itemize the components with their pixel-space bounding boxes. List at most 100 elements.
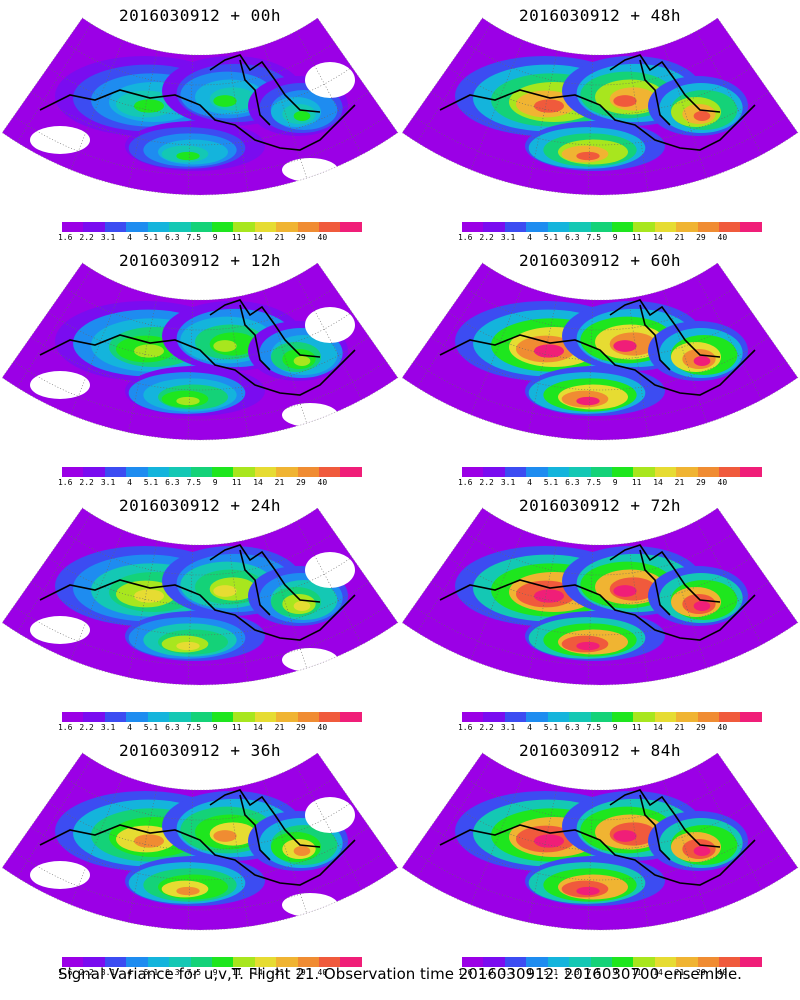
colorbar-tick-label: 14 — [253, 968, 263, 977]
variance-contour — [534, 589, 564, 603]
colorbar-tick-label: 2.2 — [479, 233, 494, 242]
colorbar-tick-label: 9 — [212, 723, 218, 732]
variance-map — [401, 507, 799, 686]
colorbar-swatch — [740, 712, 762, 722]
parallel-line — [13, 605, 387, 666]
colorbar-swatch — [104, 467, 127, 477]
colorbar-swatch — [104, 957, 127, 967]
panel-title: 2016030912 + 24h — [118, 496, 282, 515]
colorbar-tick-label: 40 — [317, 478, 328, 487]
parallel-line — [430, 826, 770, 881]
colorbar-swatch — [483, 222, 505, 232]
missing-data-area — [282, 158, 338, 182]
variance-contour — [576, 886, 600, 896]
colorbar-swatch — [254, 712, 277, 722]
parallel-line — [465, 287, 735, 331]
colorbar-swatch — [569, 222, 591, 232]
colorbar-swatch — [83, 712, 105, 722]
panel-title: 2016030912 + 84h — [518, 741, 682, 760]
colorbar-tick-label: 1.6 — [57, 478, 73, 487]
colorbar-swatch — [504, 957, 527, 967]
meridian-line — [263, 44, 307, 179]
variance-contour — [613, 585, 637, 597]
meridian-line — [416, 23, 492, 143]
map-boundary — [401, 17, 799, 196]
parallel-line — [413, 115, 787, 176]
parallel-line — [413, 850, 787, 911]
panel-title: 2016030912 + 60h — [518, 251, 682, 270]
colorbar-swatch — [297, 467, 320, 477]
variance-contour — [134, 344, 164, 358]
colorbar-swatch — [654, 467, 677, 477]
map-panel: 2016030912 + 84h 1.6 2.2 3.1 4 5.1 6.3 7.5 9 11 14… — [400, 735, 800, 980]
colorbar-tick-label: 5.1 — [543, 478, 559, 487]
variance-contour — [213, 585, 237, 597]
colorbar-tick-label: 3.1 — [100, 478, 116, 487]
colorbar-tick-label: 40 — [717, 233, 728, 242]
colorbar-swatch — [147, 712, 170, 722]
map-boundary — [401, 262, 799, 441]
colorbar-tick-label: 21 — [274, 233, 285, 242]
colorbar-swatch — [104, 712, 127, 722]
variance-contour — [613, 340, 637, 352]
variance-contour — [534, 99, 564, 113]
colorbar-swatch — [147, 467, 170, 477]
colorbar-tick-label: 40 — [317, 723, 328, 732]
colorbar-swatch — [126, 467, 148, 477]
colorbar-swatch — [62, 957, 84, 967]
colorbar-swatch — [719, 222, 741, 232]
colorbar-tick-label: 1.6 — [457, 233, 473, 242]
colorbar-tick-label: 14 — [653, 723, 663, 732]
colorbar-swatch — [276, 712, 298, 722]
colorbar-swatch — [276, 957, 298, 967]
colorbar-swatch — [547, 467, 570, 477]
variance-contour — [176, 886, 200, 896]
map-boundary — [1, 262, 399, 441]
colorbar-tick-label: 7.5 — [186, 968, 202, 977]
colorbar-tick-label: 29 — [296, 723, 306, 732]
colorbar-tick-label: 21 — [274, 968, 285, 977]
colorbar-swatch — [633, 957, 655, 967]
colorbar-swatch — [211, 222, 234, 232]
colorbar-tick-label: 11 — [631, 968, 642, 977]
variance-contour — [576, 151, 600, 161]
parallel-line — [30, 91, 370, 146]
colorbar: 1.6 2.2 3.1 4 5.1 6.3 7.5 9 11 14 21 29 40 — [458, 222, 762, 244]
variance-contour — [213, 95, 237, 107]
colorbar-swatch — [719, 712, 741, 722]
colorbar-swatch — [654, 712, 677, 722]
colorbar-tick-label: 6.3 — [565, 723, 580, 732]
parallel-line — [430, 336, 770, 391]
colorbar-swatch — [319, 957, 341, 967]
variance-contour — [693, 846, 711, 856]
map-panel: 2016030912 + 00h 1.6 2.2 3.1 4 5.1 6.3 7.5 9 11 14… — [0, 0, 400, 245]
variance-contour — [613, 830, 637, 842]
colorbar-swatch — [590, 467, 612, 477]
variance-map — [1, 507, 399, 686]
colorbar-swatch — [211, 712, 234, 722]
colorbar-tick-label: 40 — [717, 723, 728, 732]
colorbar-swatch — [697, 957, 720, 967]
meridian-line — [295, 275, 363, 400]
colorbar-tick-label: 11 — [631, 233, 642, 242]
colorbar-swatch — [340, 712, 362, 722]
variance-contour — [134, 589, 164, 603]
meridian-line — [16, 268, 92, 388]
colorbar-tick-label: 3.1 — [500, 968, 516, 977]
panel-title: 2016030912 + 12h — [118, 251, 282, 270]
colorbar-swatch — [233, 712, 255, 722]
colorbar-tick-label: 2.2 — [79, 968, 94, 977]
colorbar-tick-label: 11 — [631, 723, 642, 732]
map-panel: 2016030912 + 60h 1.6 2.2 3.1 4 5.1 6.3 7.5 9 11 14… — [400, 245, 800, 490]
missing-data-area — [70, 435, 150, 441]
colorbar-swatch — [740, 222, 762, 232]
colorbar-swatch — [483, 957, 505, 967]
colorbar: 1.6 2.2 3.1 4 5.1 6.3 7.5 9 11 14 21 29 40 — [58, 467, 362, 489]
colorbar-tick-label: 3.1 — [500, 478, 516, 487]
panel-title: 2016030912 + 72h — [518, 496, 682, 515]
coastline — [39, 54, 356, 151]
colorbar-tick-label: 2.2 — [479, 968, 494, 977]
colorbar-tick-label: 14 — [253, 478, 263, 487]
colorbar-swatch — [169, 222, 191, 232]
coastline — [439, 544, 756, 641]
